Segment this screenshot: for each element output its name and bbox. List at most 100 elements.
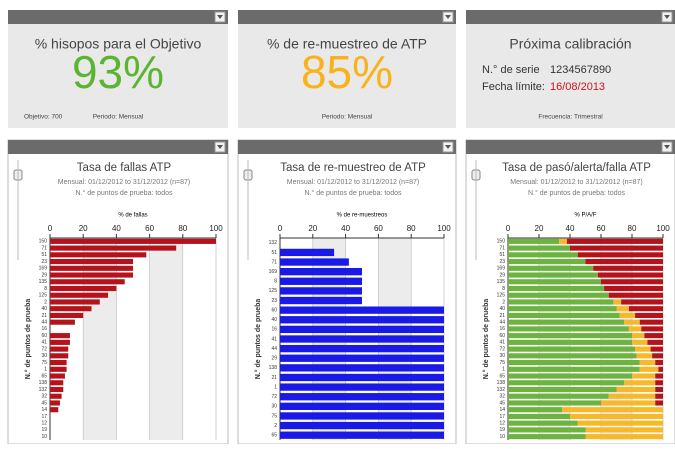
bar [593, 265, 663, 271]
bar [508, 245, 570, 251]
bar [280, 344, 444, 353]
bar [280, 316, 444, 324]
x-tick-label: 60 [374, 224, 383, 233]
bar [280, 258, 349, 266]
y-tick-label: 45 [499, 400, 505, 406]
bar [508, 299, 614, 305]
y-tick-label: 138 [497, 380, 506, 386]
x-tick-label: 80 [407, 224, 416, 233]
bar [650, 346, 663, 352]
y-tick-label: 23 [499, 259, 505, 265]
y-tick-label: 14 [41, 407, 47, 413]
bar [50, 272, 133, 278]
x-axis-label: % de fallas [118, 213, 147, 219]
chart-title: Tasa de fallas ATP [77, 162, 172, 174]
x-tick-label: 0 [506, 224, 511, 233]
bar [50, 265, 133, 271]
x-tick-label: 20 [308, 224, 317, 233]
tile-footer: Frecuencia: Trimestral [538, 114, 603, 121]
bar [508, 306, 617, 312]
bar [508, 434, 586, 440]
bar [50, 346, 69, 352]
bar [280, 354, 444, 362]
y-tick-label: 132 [39, 387, 48, 393]
bar [508, 312, 620, 318]
bar [604, 285, 663, 292]
x-tick-label: 60 [145, 224, 154, 233]
y-tick-label: 150 [497, 239, 506, 245]
y-tick-label: 44 [271, 346, 277, 352]
bar [632, 339, 648, 345]
grid-band [539, 238, 570, 440]
y-tick-label: 30 [499, 353, 505, 359]
y-tick-label: 21 [41, 313, 47, 319]
y-tick-label: 41 [271, 336, 277, 342]
bar [508, 373, 632, 379]
y-tick-label: 41 [41, 340, 47, 346]
bar [655, 380, 663, 386]
bar [280, 393, 444, 401]
y-tick-label: 135 [39, 279, 48, 285]
dropdown-arrow [217, 145, 223, 149]
bar [50, 285, 117, 292]
y-axis-label: N.° de puntos de prueba [24, 299, 32, 380]
y-tick-label: 60 [499, 333, 505, 339]
bar [50, 312, 84, 318]
bar [50, 299, 100, 305]
bar [50, 373, 65, 379]
bar [508, 272, 598, 278]
bar [50, 245, 177, 251]
y-tick-label: 32 [41, 394, 47, 400]
tile-value: 93% [72, 46, 164, 98]
y-tick-label: 135 [497, 279, 506, 285]
y-tick-label: 44 [499, 319, 505, 325]
bar [280, 248, 335, 257]
y-tick-label: 51 [499, 252, 505, 258]
bar [50, 360, 67, 366]
bar [50, 279, 125, 285]
bar [613, 299, 622, 305]
tile-footer: Periodo: Mensual [93, 114, 144, 121]
y-tick-label: 12 [41, 420, 47, 426]
x-tick-label: 40 [112, 224, 121, 233]
dropdown-arrow [217, 15, 223, 19]
bar [655, 386, 663, 393]
y-tick-label: 29 [499, 272, 505, 278]
y-tick-label: 40 [271, 317, 277, 323]
dropdown-arrow [664, 145, 670, 149]
x-tick-label: 80 [178, 224, 187, 233]
y-tick-label: 125 [269, 288, 278, 294]
bar [639, 366, 659, 372]
y-tick-label: 8 [274, 279, 277, 285]
tile-title: % hisopos para el Objetivo [35, 36, 202, 52]
bar [508, 333, 632, 339]
bar [280, 364, 444, 372]
y-tick-label: 65 [271, 433, 277, 439]
bar [655, 400, 663, 406]
bar [280, 296, 362, 305]
y-tick-label: 23 [41, 259, 47, 265]
bar [50, 386, 64, 393]
bar [608, 393, 656, 399]
y-tick-label: 1 [274, 384, 277, 390]
y-tick-label: 29 [271, 356, 277, 362]
bar [508, 393, 609, 399]
y-tick-label: 1 [44, 367, 47, 373]
bar [628, 326, 642, 332]
bar [508, 360, 640, 366]
tile-row-label: N.° de serie [482, 64, 540, 76]
x-tick-label: 0 [48, 224, 53, 233]
dropdown-arrow [445, 145, 451, 149]
bar [585, 434, 663, 440]
bar [508, 285, 605, 292]
bar [508, 252, 578, 258]
chart-subtitle: Mensual: 01/12/2012 to 31/12/2012 (n=87) [287, 179, 420, 186]
tile-footer: Periodo: Mensual [322, 114, 373, 121]
chart-subtitle: Mensual: 01/12/2012 to 31/12/2012 (n=87) [58, 179, 191, 186]
bar [585, 259, 663, 265]
bar [508, 380, 625, 386]
bar [655, 373, 663, 379]
x-axis-label: % de re-muestreos [337, 213, 388, 219]
